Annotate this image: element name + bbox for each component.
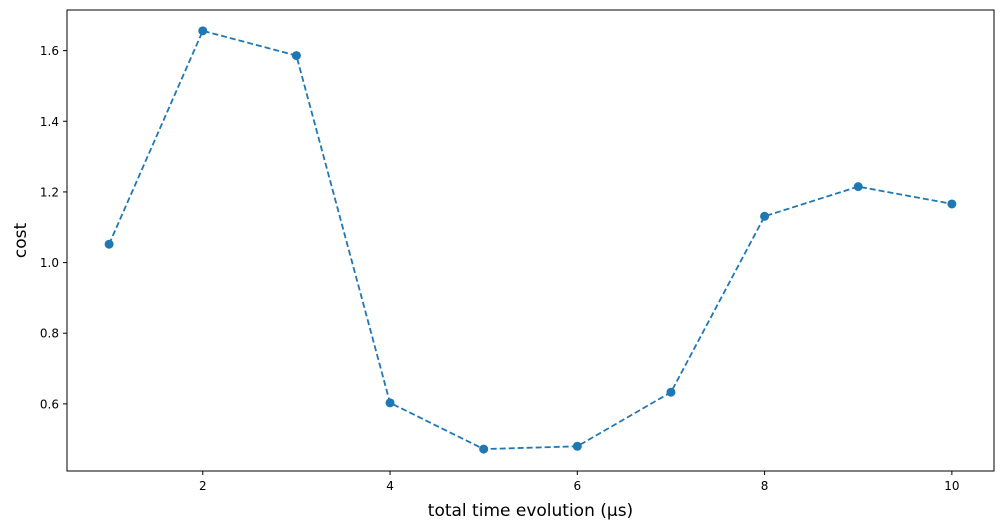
- x-tick-label: 10: [944, 479, 959, 493]
- x-tick-label: 6: [573, 479, 581, 493]
- x-tick-label: 4: [386, 479, 394, 493]
- y-tick-label: 0.8: [40, 327, 59, 341]
- series-line: [108, 29, 953, 451]
- data-point: [479, 444, 489, 454]
- y-tick-label: 0.6: [40, 397, 59, 411]
- plot-area: [67, 10, 994, 471]
- y-tick-label: 1.0: [40, 256, 59, 270]
- data-point: [104, 239, 114, 249]
- data-point: [760, 211, 770, 221]
- plot-frame: [66, 9, 995, 472]
- data-point: [198, 26, 208, 36]
- y-tick-label: 1.6: [40, 44, 59, 58]
- x-axis-label: total time evolution (µs): [428, 501, 633, 521]
- data-point: [385, 398, 395, 408]
- ticks: 2 4 6 8 10 0.6 0.8 1.0 1.2 1.4 1.6: [40, 44, 960, 493]
- x-tick-label: 8: [761, 479, 769, 493]
- data-point: [947, 199, 957, 209]
- data-point: [853, 182, 863, 192]
- y-tick-label: 1.4: [40, 115, 59, 129]
- x-tick-label: 2: [199, 479, 207, 493]
- y-tick-label: 1.2: [40, 185, 59, 199]
- data-point: [666, 387, 676, 397]
- y-axis-label: cost: [11, 223, 31, 259]
- data-point: [572, 441, 582, 451]
- series-layer: [104, 26, 957, 454]
- data-point: [291, 51, 301, 61]
